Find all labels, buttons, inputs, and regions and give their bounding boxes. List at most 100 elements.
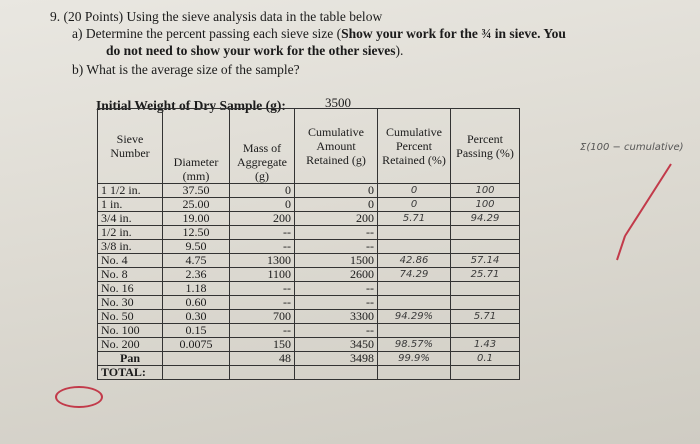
cell-sieve-number: No. 16 (97, 281, 163, 296)
cell-percent-passing: 25.71 (450, 267, 520, 282)
cell-diameter: 0.15 (162, 323, 230, 338)
cell-empty (450, 365, 520, 380)
question-stem: 9. (20 Points) Using the sieve analysis … (50, 9, 383, 24)
question-part-b: b) What is the average size of the sampl… (72, 62, 300, 77)
cell-cumulative-retained: 200 (294, 211, 378, 226)
table-row: 3/8 in. 9.50 -- -- (97, 239, 520, 254)
cell-percent-passing (450, 239, 520, 254)
question-part-a-cont: do not need to show your work for the ot… (106, 43, 404, 58)
cell-diameter: 0.60 (162, 295, 230, 310)
cell-percent-passing: 1.43 (450, 337, 520, 352)
cell-cumulative-percent (377, 323, 451, 338)
cell-percent-passing (450, 225, 520, 240)
cell-cumulative-retained: 3300 (294, 309, 378, 324)
cell-diameter: 4.75 (162, 253, 230, 268)
red-checkmark (616, 163, 672, 261)
cell-diameter: 1.18 (162, 281, 230, 296)
cell-cumulative-percent: 42.86 (377, 253, 451, 268)
table-row: 1 in. 25.00 0 0 0 100 (97, 197, 520, 212)
cell-empty (294, 365, 378, 380)
cell-cumulative-retained: -- (294, 295, 378, 310)
header-row: Sieve Number Diameter (mm) Mass of Aggre… (97, 108, 520, 184)
table-row: Pan 48 3498 99.9% 0.1 (97, 351, 520, 366)
cell-cumulative-percent: 74.29 (377, 267, 451, 282)
cell-sieve-number: 1/2 in. (97, 225, 163, 240)
cell-cumulative-percent (377, 239, 451, 254)
header-percent-passing: Percent Passing (%) (450, 108, 520, 184)
cell-mass: 150 (229, 337, 295, 352)
cell-sieve-number: 3/4 in. (97, 211, 163, 226)
table-row: 3/4 in. 19.00 200 200 5.71 94.29 (97, 211, 520, 226)
cell-cumulative-percent: 94.29% (377, 309, 451, 324)
cell-cumulative-percent: 0 (377, 183, 451, 198)
cell-mass: 200 (229, 211, 295, 226)
cell-diameter: 2.36 (162, 267, 230, 282)
cell-diameter: 37.50 (162, 183, 230, 198)
cell-mass: -- (229, 281, 295, 296)
cell-cumulative-retained: 0 (294, 197, 378, 212)
table-row: No. 200 0.0075 150 3450 98.57% 1.43 (97, 337, 520, 352)
cell-diameter: 0.30 (162, 309, 230, 324)
cell-cumulative-retained: 2600 (294, 267, 378, 282)
header-diameter: Diameter (mm) (162, 108, 230, 184)
cell-cumulative-retained: 1500 (294, 253, 378, 268)
header-sieve-number: Sieve Number (97, 108, 163, 184)
cell-percent-passing (450, 281, 520, 296)
cell-cumulative-retained: -- (294, 281, 378, 296)
cell-diameter (162, 351, 230, 366)
cell-mass: 700 (229, 309, 295, 324)
cell-mass: 1300 (229, 253, 295, 268)
cell-mass: 0 (229, 183, 295, 198)
cell-cumulative-retained: -- (294, 225, 378, 240)
cell-percent-passing: 100 (450, 197, 520, 212)
table-body: 1 1/2 in. 37.50 0 0 0 100 1 in. 25.00 0 0 0 100 3/4 … (97, 183, 520, 366)
cell-mass: -- (229, 225, 295, 240)
cell-cumulative-retained: -- (294, 323, 378, 338)
cell-cumulative-percent (377, 225, 451, 240)
cell-cumulative-percent (377, 295, 451, 310)
initial-weight-value: 3500 (325, 95, 351, 110)
cell-percent-passing: 94.29 (450, 211, 520, 226)
table-row: No. 50 0.30 700 3300 94.29% 5.71 (97, 309, 520, 324)
cell-diameter: 0.0075 (162, 337, 230, 352)
cell-sieve-number: 1 in. (97, 197, 163, 212)
cell-percent-passing (450, 295, 520, 310)
header-cumulative-retained: Cumulative Amount Retained (g) (294, 108, 378, 184)
cell-sieve-number: No. 100 (97, 323, 163, 338)
cell-cumulative-percent: 0 (377, 197, 451, 212)
header-mass: Mass of Aggregate (g) (229, 108, 295, 184)
cell-mass: -- (229, 323, 295, 338)
cell-sieve-number: No. 30 (97, 295, 163, 310)
cell-cumulative-retained: 3498 (294, 351, 378, 366)
cell-cumulative-retained: 3450 (294, 337, 378, 352)
header-cumulative-percent: Cumulative Percent Retained (%) (377, 108, 451, 184)
cell-percent-passing: 5.71 (450, 309, 520, 324)
cell-cumulative-percent: 98.57% (377, 337, 451, 352)
cell-cumulative-retained: -- (294, 239, 378, 254)
cell-mass: -- (229, 239, 295, 254)
cell-sieve-number: 1 1/2 in. (97, 183, 163, 198)
table-row: No. 8 2.36 1100 2600 74.29 25.71 (97, 267, 520, 282)
cell-sieve-number: No. 4 (97, 253, 163, 268)
cell-sieve-number: 3/8 in. (97, 239, 163, 254)
cell-percent-passing: 0.1 (450, 351, 520, 366)
cell-cumulative-percent: 5.71 (377, 211, 451, 226)
total-label: TOTAL: (97, 365, 163, 380)
question-part-a: a) Determine the percent passing each si… (72, 26, 566, 41)
cell-diameter: 25.00 (162, 197, 230, 212)
cell-mass: 48 (229, 351, 295, 366)
cell-mass: 1100 (229, 267, 295, 282)
cell-diameter: 9.50 (162, 239, 230, 254)
cell-cumulative-retained: 0 (294, 183, 378, 198)
table-row: No. 4 4.75 1300 1500 42.86 57.14 (97, 253, 520, 268)
handwritten-margin-note: Σ(100 − cumulative) (580, 142, 684, 153)
cell-empty (229, 365, 295, 380)
cell-percent-passing (450, 323, 520, 338)
sieve-analysis-table: Sieve Number Diameter (mm) Mass of Aggre… (97, 108, 520, 380)
table-row: No. 16 1.18 -- -- (97, 281, 520, 296)
table-row: No. 100 0.15 -- -- (97, 323, 520, 338)
table-row: No. 30 0.60 -- -- (97, 295, 520, 310)
cell-percent-passing: 100 (450, 183, 520, 198)
cell-diameter: 19.00 (162, 211, 230, 226)
cell-percent-passing: 57.14 (450, 253, 520, 268)
